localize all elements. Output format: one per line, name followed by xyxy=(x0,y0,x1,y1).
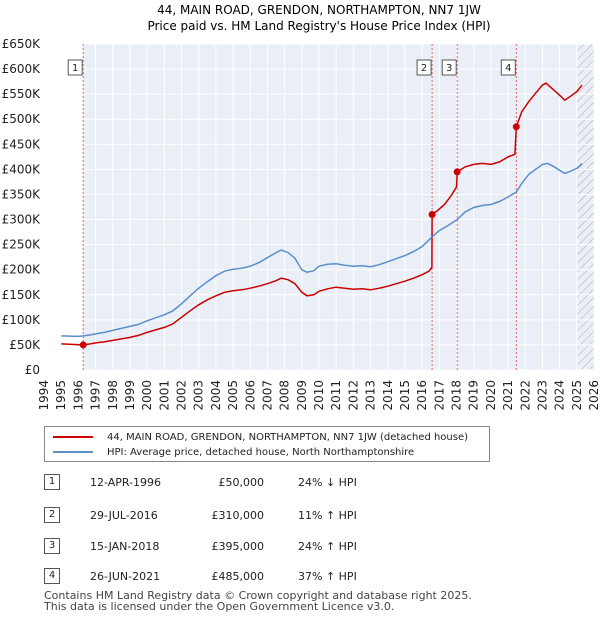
y-tick-label: £550K xyxy=(2,87,42,101)
transaction-label-box xyxy=(67,59,83,76)
y-tick-label: £50K xyxy=(9,338,41,352)
transaction-hpi-change: 24% ↓ HPI xyxy=(298,476,357,489)
price-chart: 44, MAIN ROAD, GRENDON, NORTHAMPTON, NN7… xyxy=(2,3,600,411)
x-tick-label: 2008 xyxy=(278,380,292,411)
y-tick-label: £100K xyxy=(2,313,42,327)
x-tick-label: 1995 xyxy=(54,380,68,411)
transaction-date: 12-APR-1996 xyxy=(90,476,162,489)
x-tick-label: 2009 xyxy=(295,380,309,411)
x-tick-label: 2020 xyxy=(484,380,498,411)
legend-label-hpi: HPI: Average price, detached house, Nort… xyxy=(107,446,415,458)
y-tick-label: £150K xyxy=(2,288,42,302)
transaction-label: 4 xyxy=(505,63,511,74)
transaction-label-box xyxy=(500,59,516,76)
y-tick-label: £300K xyxy=(2,213,42,227)
transaction-point xyxy=(428,211,436,219)
y-tick-label: £500K xyxy=(2,112,42,126)
x-tick-label: 2000 xyxy=(140,380,154,411)
x-tick-label: 2003 xyxy=(192,380,206,411)
x-tick-label: 2022 xyxy=(518,380,532,411)
transaction-hpi-change: 24% ↑ HPI xyxy=(298,540,357,553)
forecast-hatch xyxy=(576,44,594,370)
transaction-number: 2 xyxy=(44,507,60,523)
legend-label-property: 44, MAIN ROAD, GRENDON, NORTHAMPTON, NN7… xyxy=(107,431,469,443)
x-tick-label: 1994 xyxy=(37,380,51,411)
chart-title-line2: Price paid vs. HM Land Registry's House … xyxy=(147,19,490,33)
transaction-point xyxy=(79,341,87,349)
series-line-hpi xyxy=(61,162,583,338)
transaction-label: 2 xyxy=(421,63,427,74)
plot-area: 1 2 3 4 £0 £50K £100K £150K £200K £250K £300K £350K… xyxy=(2,37,600,411)
x-tick-label: 2012 xyxy=(346,380,360,411)
x-tick-label: 1996 xyxy=(71,380,85,411)
y-tick-label: £400K xyxy=(2,162,42,176)
x-tick-label: 2019 xyxy=(467,380,481,411)
transaction-label: 3 xyxy=(446,63,452,74)
x-tick-label: 2026 xyxy=(587,380,600,411)
x-tick-label: 2017 xyxy=(432,380,446,411)
transaction-point xyxy=(512,123,520,131)
chart-title-line1: 44, MAIN ROAD, GRENDON, NORTHAMPTON, NN7… xyxy=(157,3,481,17)
x-tick-label: 1997 xyxy=(89,380,103,411)
transaction-label: 1 xyxy=(72,63,78,74)
y-tick-label: £350K xyxy=(2,187,42,201)
transaction-price: £395,000 xyxy=(211,540,265,553)
transaction-label-box xyxy=(441,59,457,76)
legend-item-property: 44, MAIN ROAD, GRENDON, NORTHAMPTON, NN7… xyxy=(53,430,468,444)
transaction-date: 29-JUL-2016 xyxy=(90,509,158,522)
y-tick-label: £600K xyxy=(2,62,42,76)
x-tick-label: 1999 xyxy=(123,380,137,411)
transaction-label-box xyxy=(416,59,432,76)
transaction-number: 1 xyxy=(44,474,60,490)
y-tick-label: £200K xyxy=(2,263,42,277)
x-tick-label: 2006 xyxy=(243,380,257,411)
transaction-hpi-change: 37% ↑ HPI xyxy=(298,570,357,583)
transaction-point xyxy=(453,168,461,176)
transaction-price: £485,000 xyxy=(211,570,265,583)
legend-swatch-property xyxy=(53,436,93,438)
x-tick-label: 2010 xyxy=(312,380,326,411)
x-tick-label: 2023 xyxy=(535,380,549,411)
x-tick-label: 2005 xyxy=(226,380,240,411)
x-tick-label: 1998 xyxy=(106,380,120,411)
x-tick-label: 2001 xyxy=(157,380,171,411)
transaction-price: £50,000 xyxy=(218,476,265,489)
x-tick-label: 2021 xyxy=(501,380,515,411)
transaction-number: 3 xyxy=(44,538,60,554)
x-tick-label: 2004 xyxy=(209,380,223,411)
series-line-property xyxy=(61,82,583,346)
y-tick-label: £0 xyxy=(25,363,40,377)
x-tick-label: 2025 xyxy=(570,380,584,411)
table-row: 4 26-JUN-2021 £485,000 37% ↑ HPI xyxy=(44,568,464,586)
x-tick-label: 2024 xyxy=(553,380,567,411)
transaction-date: 15-JAN-2018 xyxy=(90,540,160,553)
table-row: 2 29-JUL-2016 £310,000 11% ↑ HPI xyxy=(44,507,464,525)
legend-swatch-hpi xyxy=(53,451,93,453)
x-tick-label: 2014 xyxy=(381,380,395,411)
x-tick-label: 2002 xyxy=(175,380,189,411)
legend-item-hpi: HPI: Average price, detached house, Nort… xyxy=(53,445,414,459)
pre-purchase-band xyxy=(44,44,84,370)
transaction-number: 4 xyxy=(44,568,60,584)
x-tick-label: 2015 xyxy=(398,380,412,411)
footer-license: This data is licensed under the Open Gov… xyxy=(44,600,395,613)
footer: Contains HM Land Registry data © Crown c… xyxy=(44,590,472,612)
transaction-date: 26-JUN-2021 xyxy=(90,570,161,583)
y-tick-label: £650K xyxy=(2,37,42,51)
y-tick-label: £450K xyxy=(2,137,42,151)
x-tick-label: 2007 xyxy=(260,380,274,411)
x-tick-label: 2018 xyxy=(450,380,464,411)
transaction-hpi-change: 11% ↑ HPI xyxy=(298,509,357,522)
x-tick-label: 2013 xyxy=(364,380,378,411)
table-row: 3 15-JAN-2018 £395,000 24% ↑ HPI xyxy=(44,538,464,556)
transaction-price: £310,000 xyxy=(211,509,265,522)
x-tick-label: 2011 xyxy=(329,380,343,411)
y-tick-label: £250K xyxy=(2,238,42,252)
footer-copyright: Contains HM Land Registry data © Crown c… xyxy=(44,589,472,602)
table-row: 1 12-APR-1996 £50,000 24% ↓ HPI xyxy=(44,474,464,492)
x-tick-label: 2016 xyxy=(415,380,429,411)
legend: 44, MAIN ROAD, GRENDON, NORTHAMPTON, NN7… xyxy=(44,426,490,462)
